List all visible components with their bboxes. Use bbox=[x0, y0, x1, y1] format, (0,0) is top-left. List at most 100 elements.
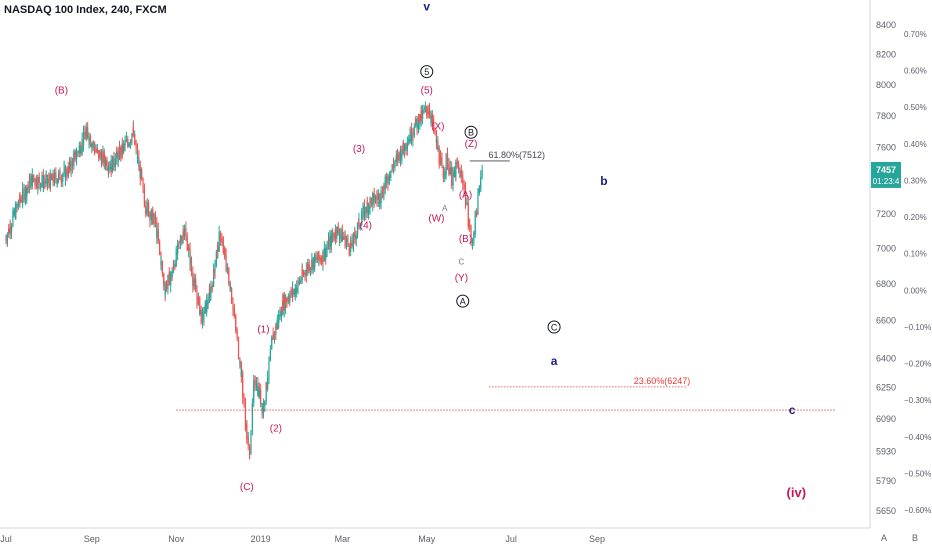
candle-body bbox=[280, 315, 283, 317]
candle-body bbox=[404, 143, 406, 151]
percent-tick-label: −0.20% bbox=[904, 360, 931, 369]
candle-body bbox=[438, 160, 440, 166]
candle-body bbox=[17, 204, 20, 206]
candle-body bbox=[92, 143, 94, 145]
candle-body bbox=[147, 205, 150, 217]
wave-label: (C) bbox=[240, 482, 254, 493]
candle-body bbox=[316, 259, 319, 261]
candle-body bbox=[311, 260, 313, 270]
candle-body bbox=[405, 143, 407, 150]
candle-body bbox=[233, 313, 235, 316]
candle-body bbox=[387, 175, 389, 185]
level-line-label: 23.60%(6247) bbox=[634, 376, 691, 386]
candle-body bbox=[244, 414, 247, 429]
scale-button-b[interactable]: B bbox=[912, 533, 918, 543]
candle-body bbox=[110, 159, 112, 172]
candle-body bbox=[308, 263, 310, 271]
candle-body bbox=[222, 243, 224, 253]
candle-body bbox=[469, 225, 471, 227]
price-tick-label: 6090 bbox=[876, 414, 896, 424]
candle-body bbox=[420, 110, 422, 119]
candle-body bbox=[451, 183, 453, 186]
candle-body bbox=[265, 382, 267, 390]
candle-body bbox=[33, 174, 35, 180]
candle-body bbox=[42, 181, 44, 188]
price-tick-label: 7600 bbox=[876, 143, 896, 153]
percent-tick-label: 0.20% bbox=[904, 213, 927, 222]
candle-body bbox=[89, 136, 92, 145]
candle-body bbox=[422, 111, 424, 113]
wave-label: (B) bbox=[55, 85, 68, 96]
candle-body bbox=[195, 284, 197, 292]
candle-body bbox=[446, 153, 449, 167]
candle-body bbox=[390, 170, 392, 177]
candle-body bbox=[27, 186, 29, 188]
candle-body bbox=[157, 229, 159, 238]
candle-body bbox=[182, 231, 184, 237]
candle-body bbox=[8, 228, 10, 234]
candle-body bbox=[31, 174, 33, 186]
wave-label: (Z) bbox=[465, 139, 478, 150]
candle-body bbox=[172, 264, 175, 266]
candle-body bbox=[442, 166, 444, 176]
candle-body bbox=[213, 269, 215, 287]
candle-body bbox=[251, 409, 253, 431]
candle-body bbox=[113, 155, 115, 167]
candle-body bbox=[208, 290, 211, 303]
candle-body bbox=[16, 204, 18, 207]
candle-body bbox=[218, 232, 220, 235]
candle-body bbox=[397, 154, 399, 161]
candle-body bbox=[78, 145, 80, 148]
candle-body bbox=[141, 169, 143, 177]
candle-body bbox=[368, 206, 370, 213]
candle-body bbox=[129, 139, 132, 141]
candle-body bbox=[15, 204, 17, 219]
candle-body bbox=[395, 156, 397, 157]
candle-body bbox=[260, 390, 262, 405]
candle-body bbox=[210, 287, 212, 298]
candle-body bbox=[297, 280, 299, 282]
candle-body bbox=[253, 380, 255, 391]
candle-body bbox=[444, 173, 446, 175]
candle-body bbox=[147, 202, 150, 206]
candle-body bbox=[164, 288, 166, 295]
price-tick-label: 8400 bbox=[876, 20, 896, 30]
scale-button-a[interactable]: A bbox=[881, 533, 887, 543]
candle-body bbox=[451, 167, 453, 184]
candle-body bbox=[408, 138, 410, 143]
candle-body bbox=[48, 178, 50, 184]
candle-body bbox=[365, 212, 367, 214]
candle-body bbox=[80, 152, 82, 154]
candle-body bbox=[136, 156, 139, 159]
candle-body bbox=[5, 238, 7, 241]
candle-body bbox=[348, 250, 350, 253]
candle-body bbox=[262, 402, 265, 414]
candle-body bbox=[165, 283, 168, 289]
candle-body bbox=[28, 178, 31, 189]
candle-body bbox=[63, 167, 65, 175]
candle-body bbox=[412, 134, 414, 136]
candle-body bbox=[475, 212, 478, 215]
candle-body bbox=[470, 239, 472, 242]
candle-body bbox=[85, 133, 87, 140]
candle-body bbox=[106, 160, 108, 169]
candle-body bbox=[406, 143, 408, 149]
wave-circle bbox=[464, 125, 478, 139]
candle-body bbox=[374, 196, 377, 201]
candle-body bbox=[168, 272, 170, 286]
candle-body bbox=[197, 297, 199, 299]
candle-body bbox=[437, 147, 439, 149]
candle-body bbox=[192, 280, 194, 287]
candle-body bbox=[116, 151, 118, 155]
candle-body bbox=[12, 217, 14, 227]
candle-body bbox=[189, 258, 191, 265]
candle-body bbox=[343, 237, 345, 240]
candle-body bbox=[103, 153, 105, 162]
wave-label: (4) bbox=[360, 220, 372, 231]
candle-body bbox=[231, 287, 233, 300]
candle-body bbox=[398, 152, 400, 155]
candle-body bbox=[242, 386, 244, 398]
candle-body bbox=[291, 288, 294, 295]
price-tick-label: 8000 bbox=[876, 80, 896, 90]
